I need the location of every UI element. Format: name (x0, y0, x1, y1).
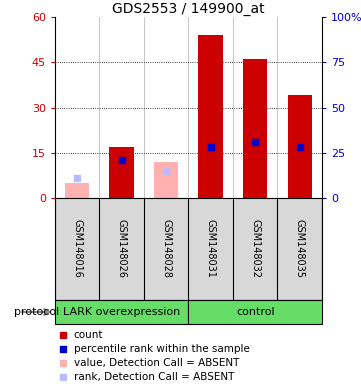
Text: LARK overexpression: LARK overexpression (63, 307, 180, 317)
Bar (199, 35, 223, 198)
Text: protocol: protocol (14, 307, 60, 317)
Bar (243, 60, 268, 198)
Text: control: control (236, 307, 274, 317)
Bar (188, 300, 322, 324)
Bar (287, 96, 312, 198)
Text: GSM148026: GSM148026 (117, 219, 127, 278)
Text: GSM148031: GSM148031 (206, 219, 216, 278)
Text: value, Detection Call = ABSENT: value, Detection Call = ABSENT (74, 358, 239, 368)
Bar (55, 300, 188, 324)
Text: rank, Detection Call = ABSENT: rank, Detection Call = ABSENT (74, 372, 234, 382)
Title: GDS2553 / 149900_at: GDS2553 / 149900_at (112, 2, 265, 16)
Text: GSM148035: GSM148035 (295, 219, 305, 278)
Text: count: count (74, 330, 103, 340)
Text: GSM148032: GSM148032 (250, 219, 260, 278)
Text: percentile rank within the sample: percentile rank within the sample (74, 344, 249, 354)
Bar (65, 183, 90, 198)
Text: GSM148028: GSM148028 (161, 219, 171, 278)
Bar (109, 147, 134, 198)
Bar (154, 162, 178, 198)
Text: GSM148016: GSM148016 (72, 219, 82, 278)
